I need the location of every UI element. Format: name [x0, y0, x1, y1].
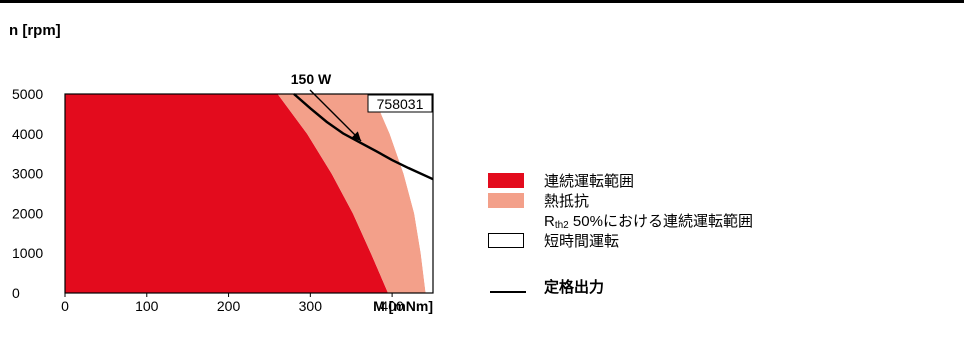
x-tick-label: 300 — [299, 298, 323, 314]
y-tick-label: 3000 — [12, 166, 43, 182]
x-tick-label: 100 — [135, 298, 159, 314]
y-tick-label: 5000 — [12, 86, 43, 102]
legend-label-rated-output: 定格出力 — [544, 279, 605, 296]
legend-swatch-short-term — [488, 233, 524, 248]
region-short-term — [372, 94, 433, 293]
y-tick-label: 4000 — [12, 126, 43, 142]
legend-label-continuous: 連続運転範囲 — [544, 173, 635, 190]
x-tick-label: 0 — [61, 298, 69, 314]
x-tick-label: 200 — [217, 298, 241, 314]
y-tick-label: 1000 — [12, 245, 43, 261]
power-annotation: 150 W — [291, 71, 332, 87]
x-tick-label: 400 — [380, 298, 404, 314]
y-tick-label: 2000 — [12, 205, 43, 221]
legend-rth2-sub: th2 — [554, 220, 569, 231]
model-label: 758031 — [377, 96, 424, 112]
region-thermal — [277, 94, 426, 293]
legend-label-thermal: 熱抵抗 — [544, 193, 590, 210]
region-continuous — [65, 94, 389, 293]
legend-label-rth2: Rth2 50%における連続運転範囲 — [544, 210, 753, 231]
legend-swatch-thermal — [488, 193, 524, 208]
y-tick-label: 0 — [12, 285, 20, 301]
rated-output-line — [293, 93, 434, 181]
x-axis-label: M [mNm] — [373, 298, 433, 314]
annotation-arrow-head — [351, 131, 362, 141]
legend-rth2-prefix: R — [544, 213, 555, 230]
legend-label-short-term: 短時間運転 — [544, 233, 620, 250]
legend-swatch-rated-output — [490, 291, 526, 293]
y-axis-label: n [rpm] — [9, 22, 61, 39]
model-label-box — [367, 94, 433, 113]
plot-frame — [64, 93, 434, 294]
annotation-arrow-line — [309, 89, 362, 142]
legend-rth2-rest: 50%における連続運転範囲 — [568, 213, 753, 230]
top-rule — [0, 0, 964, 3]
legend-swatch-continuous — [488, 173, 524, 188]
